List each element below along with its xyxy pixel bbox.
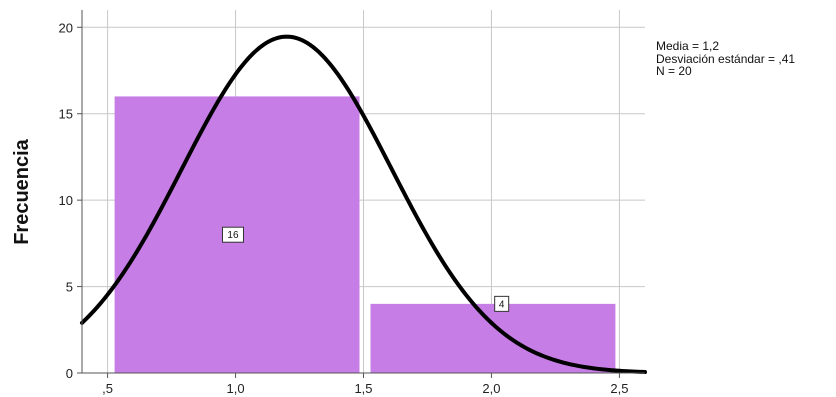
y-tick-label: 10 (59, 193, 73, 208)
normal-curve (80, 34, 647, 375)
y-tick-label: 20 (59, 20, 73, 35)
y-tick-label: 0 (66, 366, 73, 381)
histogram-bars (114, 96, 616, 373)
normal-curve-layer (80, 34, 647, 375)
y-tick-label: 15 (59, 107, 73, 122)
data-label-box (494, 295, 510, 312)
histogram-bar (370, 303, 616, 373)
data-label: 16 (227, 230, 239, 241)
stats-mean: Media = 1,2 (656, 39, 720, 53)
x-tick-label: 1,0 (227, 381, 245, 396)
stats-box: Media = 1,2 Desviación estándar = ,41 N … (656, 40, 795, 78)
x-tick-label: 2,0 (482, 381, 500, 396)
data-label: 4 (499, 299, 505, 310)
y-axis-label: Frecuencia (11, 138, 33, 244)
stats-n: N = 20 (656, 64, 692, 78)
x-tick-label: 1,5 (354, 381, 372, 396)
data-labels: 16 4 (221, 226, 510, 312)
data-label-box (221, 226, 244, 243)
x-tick-label: 2,5 (610, 381, 628, 396)
axes: 0 5 10 15 20 ,5 1,0 1,5 2,0 2,5 (59, 10, 645, 396)
x-tick-label: ,5 (102, 381, 113, 396)
y-tick-label: 5 (66, 280, 73, 295)
stats-sd: Desviación estándar = ,41 (656, 51, 796, 66)
